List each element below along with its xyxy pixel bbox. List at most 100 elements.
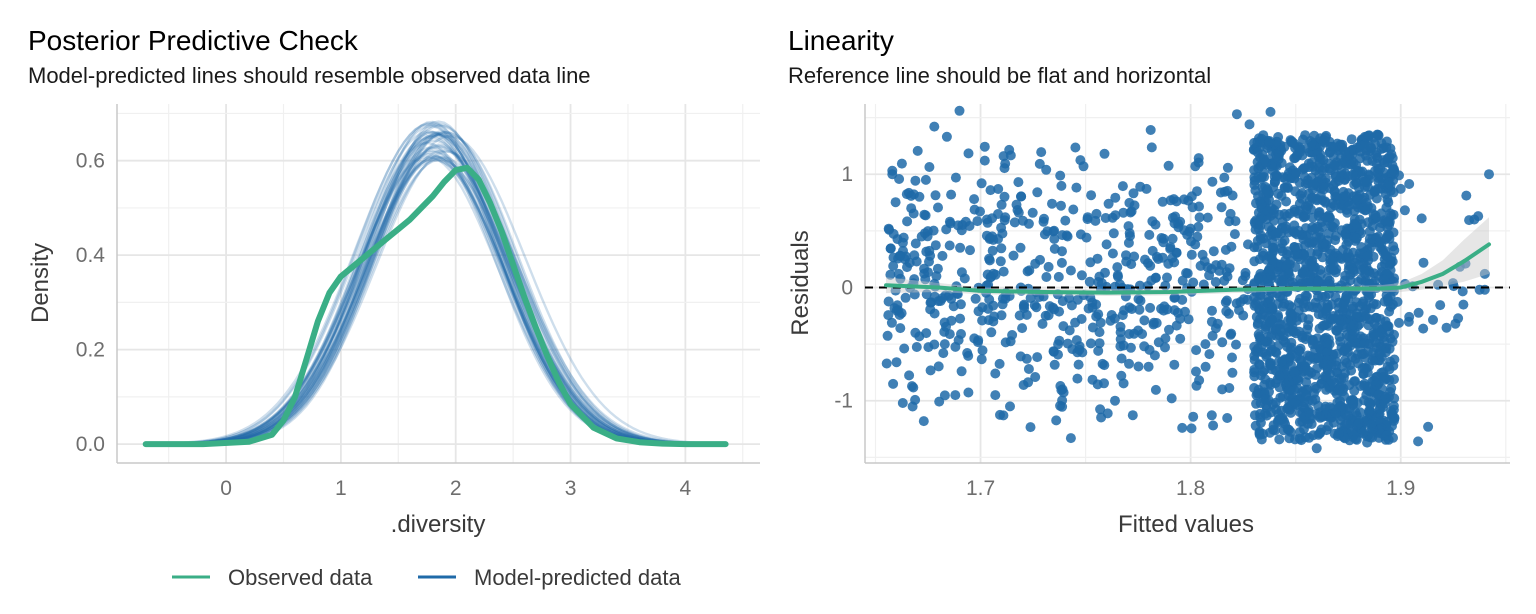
lin-residual-point bbox=[1200, 339, 1211, 350]
lin-residual-point bbox=[1200, 361, 1211, 372]
ppc-axes bbox=[116, 104, 760, 464]
lin-residual-point bbox=[1057, 401, 1068, 412]
lin-residual-point bbox=[1311, 443, 1322, 454]
lin-residual-point bbox=[1361, 150, 1371, 161]
lin-residual-point bbox=[976, 178, 987, 189]
lin-x-tick-label: 1.7 bbox=[966, 477, 995, 500]
lin-residual-point bbox=[1308, 140, 1319, 151]
lin-residual-point bbox=[1399, 205, 1410, 216]
lin-residual-point bbox=[1049, 359, 1060, 370]
lin-residual-point bbox=[1277, 356, 1287, 367]
lin-residual-point bbox=[1312, 221, 1323, 232]
lin-residual-point bbox=[1333, 314, 1344, 325]
lin-residual-point bbox=[1388, 415, 1399, 426]
ppc-model-predicted-line bbox=[145, 155, 726, 446]
lin-residual-point bbox=[1404, 311, 1415, 322]
ppc-model-predicted-line bbox=[145, 124, 726, 446]
lin-residual-point bbox=[1139, 341, 1150, 352]
lin-residual-point bbox=[1123, 237, 1134, 248]
lin-residual-point bbox=[897, 398, 908, 408]
lin-residual-point bbox=[1032, 187, 1043, 198]
lin-residual-point bbox=[1274, 370, 1285, 381]
lin-residual-point bbox=[1258, 347, 1268, 358]
lin-residual-point bbox=[1258, 130, 1269, 141]
lin-title: Linearity bbox=[788, 25, 894, 56]
lin-residual-point bbox=[895, 323, 906, 334]
lin-residual-point bbox=[990, 269, 1001, 280]
lin-residual-point bbox=[1249, 351, 1260, 361]
lin-residual-point bbox=[1022, 266, 1033, 277]
lin-residual-point bbox=[1005, 401, 1015, 412]
lin-residual-point bbox=[1413, 307, 1424, 318]
lin-residual-point bbox=[1263, 222, 1274, 232]
ppc-y-ticks: 0.0 0.2 0.4 0.6 bbox=[76, 150, 106, 456]
lin-residual-point bbox=[1058, 321, 1069, 332]
lin-residual-point bbox=[1254, 429, 1265, 440]
lin-residual-point bbox=[924, 162, 935, 172]
lin-residual-point bbox=[923, 342, 934, 353]
lin-residual-point bbox=[1091, 311, 1102, 322]
lin-residual-point bbox=[1191, 380, 1202, 391]
lin-residual-point bbox=[1216, 202, 1227, 213]
lin-residual-point bbox=[1127, 410, 1138, 421]
lin-residual-point bbox=[1121, 256, 1132, 267]
lin-residual-point bbox=[1107, 248, 1118, 259]
lin-residual-point bbox=[1358, 140, 1369, 151]
ppc-x-axis-label: .diversity bbox=[391, 511, 486, 538]
lin-residual-point bbox=[1238, 310, 1249, 321]
lin-residual-point bbox=[1225, 329, 1236, 340]
lin-residual-point bbox=[888, 378, 899, 389]
lin-residual-point bbox=[1068, 204, 1079, 215]
lin-residual-point bbox=[1331, 231, 1341, 241]
lin-residual-point bbox=[1277, 238, 1288, 249]
lin-y-tick-label: 1 bbox=[841, 163, 853, 186]
ppc-model-predicted-line bbox=[145, 130, 726, 446]
lin-residual-point bbox=[973, 337, 983, 348]
ppc-model-predicted-line bbox=[145, 153, 726, 446]
lin-residual-point bbox=[1133, 294, 1144, 304]
lin-residual-point bbox=[941, 131, 952, 142]
lin-residual-point bbox=[941, 321, 951, 332]
lin-residual-point bbox=[1262, 297, 1273, 308]
lin-residual-point bbox=[1270, 177, 1280, 188]
lin-residual-point bbox=[1145, 260, 1156, 271]
lin-residual-point bbox=[1219, 172, 1230, 183]
lin-residual-point bbox=[1279, 141, 1290, 152]
lin-residual-point bbox=[1357, 166, 1368, 177]
ppc-model-predicted-line bbox=[145, 123, 726, 446]
lin-residual-point bbox=[938, 348, 949, 359]
lin-residual-point bbox=[1137, 329, 1148, 339]
lin-residual-point bbox=[1289, 368, 1300, 379]
lin-residual-point bbox=[1404, 179, 1415, 189]
lin-residual-point bbox=[963, 387, 974, 398]
lin-residual-point bbox=[1169, 359, 1180, 370]
lin-residual-point bbox=[985, 185, 996, 196]
lin-residual-point bbox=[1125, 342, 1136, 353]
legend: Observed data Model-predicted data bbox=[172, 565, 681, 590]
lin-residual-point bbox=[919, 209, 930, 220]
lin-residual-point bbox=[1307, 335, 1318, 346]
lin-residual-point bbox=[1389, 245, 1400, 256]
ppc-model-predicted-line bbox=[145, 139, 726, 446]
lin-residual-point bbox=[1210, 277, 1221, 287]
lin-residual-point bbox=[1032, 352, 1043, 363]
lin-residual-point bbox=[1254, 215, 1265, 226]
lin-residual-point bbox=[1288, 398, 1299, 409]
lin-residual-point bbox=[1293, 375, 1304, 386]
lin-residual-point bbox=[911, 342, 922, 352]
lin-residual-point bbox=[1257, 366, 1268, 377]
lin-residual-point bbox=[1305, 270, 1316, 281]
lin-residual-point bbox=[1085, 338, 1096, 349]
lin-residual-point bbox=[1249, 172, 1260, 183]
lin-residual-point bbox=[1145, 302, 1156, 313]
lin-residual-point bbox=[1355, 381, 1366, 391]
lin-residual-point bbox=[1308, 302, 1319, 313]
lin-residual-point bbox=[1377, 384, 1387, 394]
lin-residual-point bbox=[1296, 435, 1307, 446]
lin-residual-point bbox=[1289, 220, 1300, 231]
ppc-subtitle: Model-predicted lines should resemble ob… bbox=[28, 63, 591, 88]
lin-residual-point bbox=[1320, 358, 1330, 369]
lin-residual-point bbox=[1329, 160, 1340, 171]
lin-residual-point bbox=[1357, 203, 1368, 214]
lin-residual-point bbox=[1277, 391, 1288, 402]
